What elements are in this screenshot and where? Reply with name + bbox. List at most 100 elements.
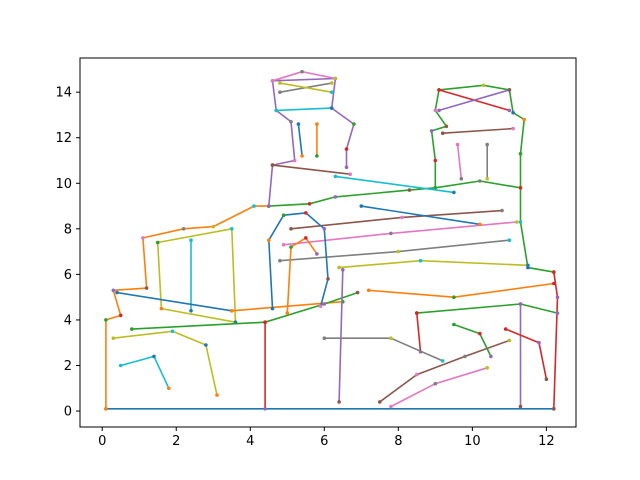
data-point	[518, 186, 523, 190]
x-tick-label: 12	[538, 434, 555, 449]
data-point	[433, 108, 438, 113]
y-tick-label: 14	[55, 86, 72, 101]
data-point	[189, 238, 193, 242]
data-point	[544, 377, 549, 382]
data-point	[444, 124, 449, 129]
data-point	[459, 176, 464, 181]
data-point	[322, 302, 327, 306]
x-tick-label: 4	[246, 434, 254, 449]
data-point	[478, 179, 482, 183]
data-point	[552, 270, 556, 274]
data-point	[518, 220, 523, 224]
data-point	[315, 122, 319, 126]
x-axis: 0 2 4 6 8 10 12	[98, 427, 555, 449]
data-point	[263, 407, 267, 411]
series-line	[271, 164, 351, 175]
chart-marks	[104, 69, 560, 411]
data-point	[278, 81, 282, 85]
series-line	[297, 123, 303, 157]
data-point	[433, 186, 438, 190]
data-point	[344, 147, 349, 151]
data-point	[485, 366, 490, 370]
y-tick-label: 12	[55, 131, 72, 146]
data-point	[518, 302, 523, 306]
data-point	[481, 83, 486, 88]
data-point	[518, 151, 523, 156]
data-point	[329, 106, 334, 110]
x-tick-label: 10	[464, 434, 481, 449]
data-point	[300, 69, 304, 74]
data-point	[333, 195, 338, 199]
series-line	[456, 143, 463, 180]
data-point	[289, 120, 293, 124]
data-point	[278, 258, 282, 263]
x-tick-label: 2	[172, 434, 180, 449]
y-tick-label: 6	[64, 268, 72, 283]
series-line	[438, 89, 511, 112]
data-point	[329, 81, 334, 85]
data-point	[118, 313, 123, 318]
x-tick-label: 8	[394, 434, 402, 449]
data-point	[415, 372, 419, 377]
data-point	[111, 288, 116, 293]
data-point	[289, 227, 293, 231]
data-point	[322, 336, 327, 341]
data-point	[463, 354, 467, 359]
data-point	[130, 327, 134, 331]
data-point	[396, 249, 401, 254]
data-point	[478, 331, 482, 336]
data-point	[304, 236, 308, 240]
data-point	[274, 108, 279, 113]
data-point	[515, 220, 519, 224]
data-point	[267, 204, 271, 208]
y-tick-label: 2	[64, 359, 72, 374]
y-axis: 0 2 4 6 8 10 12 14	[55, 86, 80, 420]
axes-frame	[79, 57, 577, 428]
data-point	[318, 304, 323, 309]
y-tick-label: 8	[64, 222, 72, 237]
data-point	[211, 224, 216, 229]
data-point	[452, 295, 456, 300]
data-point	[348, 172, 353, 176]
data-point	[141, 236, 145, 240]
x-tick-label: 0	[98, 434, 106, 449]
data-point	[389, 231, 393, 236]
data-point	[526, 263, 530, 268]
data-point	[400, 215, 404, 220]
data-point	[485, 142, 490, 147]
data-point	[522, 117, 526, 122]
data-point	[333, 76, 338, 81]
data-point	[355, 290, 360, 295]
data-point	[267, 238, 271, 242]
data-point	[552, 281, 556, 286]
y-tick-label: 0	[64, 405, 72, 420]
data-point	[555, 311, 560, 315]
data-point	[407, 188, 412, 192]
series-line	[131, 291, 359, 330]
data-point	[152, 354, 156, 359]
series-line	[416, 312, 422, 353]
series-line	[441, 127, 514, 134]
data-point	[433, 381, 438, 386]
series-line	[105, 205, 270, 410]
data-point	[115, 290, 119, 295]
data-point	[507, 338, 512, 343]
data-point	[418, 258, 423, 263]
data-point	[507, 88, 512, 92]
series-line	[430, 84, 525, 189]
data-point	[507, 108, 512, 113]
series-line	[334, 175, 455, 194]
data-point	[155, 240, 160, 245]
data-point	[452, 190, 456, 195]
data-point	[359, 204, 364, 208]
data-point	[118, 363, 123, 368]
data-point	[204, 343, 208, 347]
data-point	[415, 311, 419, 315]
y-tick-label: 10	[55, 177, 72, 192]
data-point	[344, 165, 349, 170]
data-point	[429, 129, 434, 133]
data-point	[104, 407, 108, 411]
data-point	[304, 211, 308, 215]
data-point	[296, 122, 301, 126]
